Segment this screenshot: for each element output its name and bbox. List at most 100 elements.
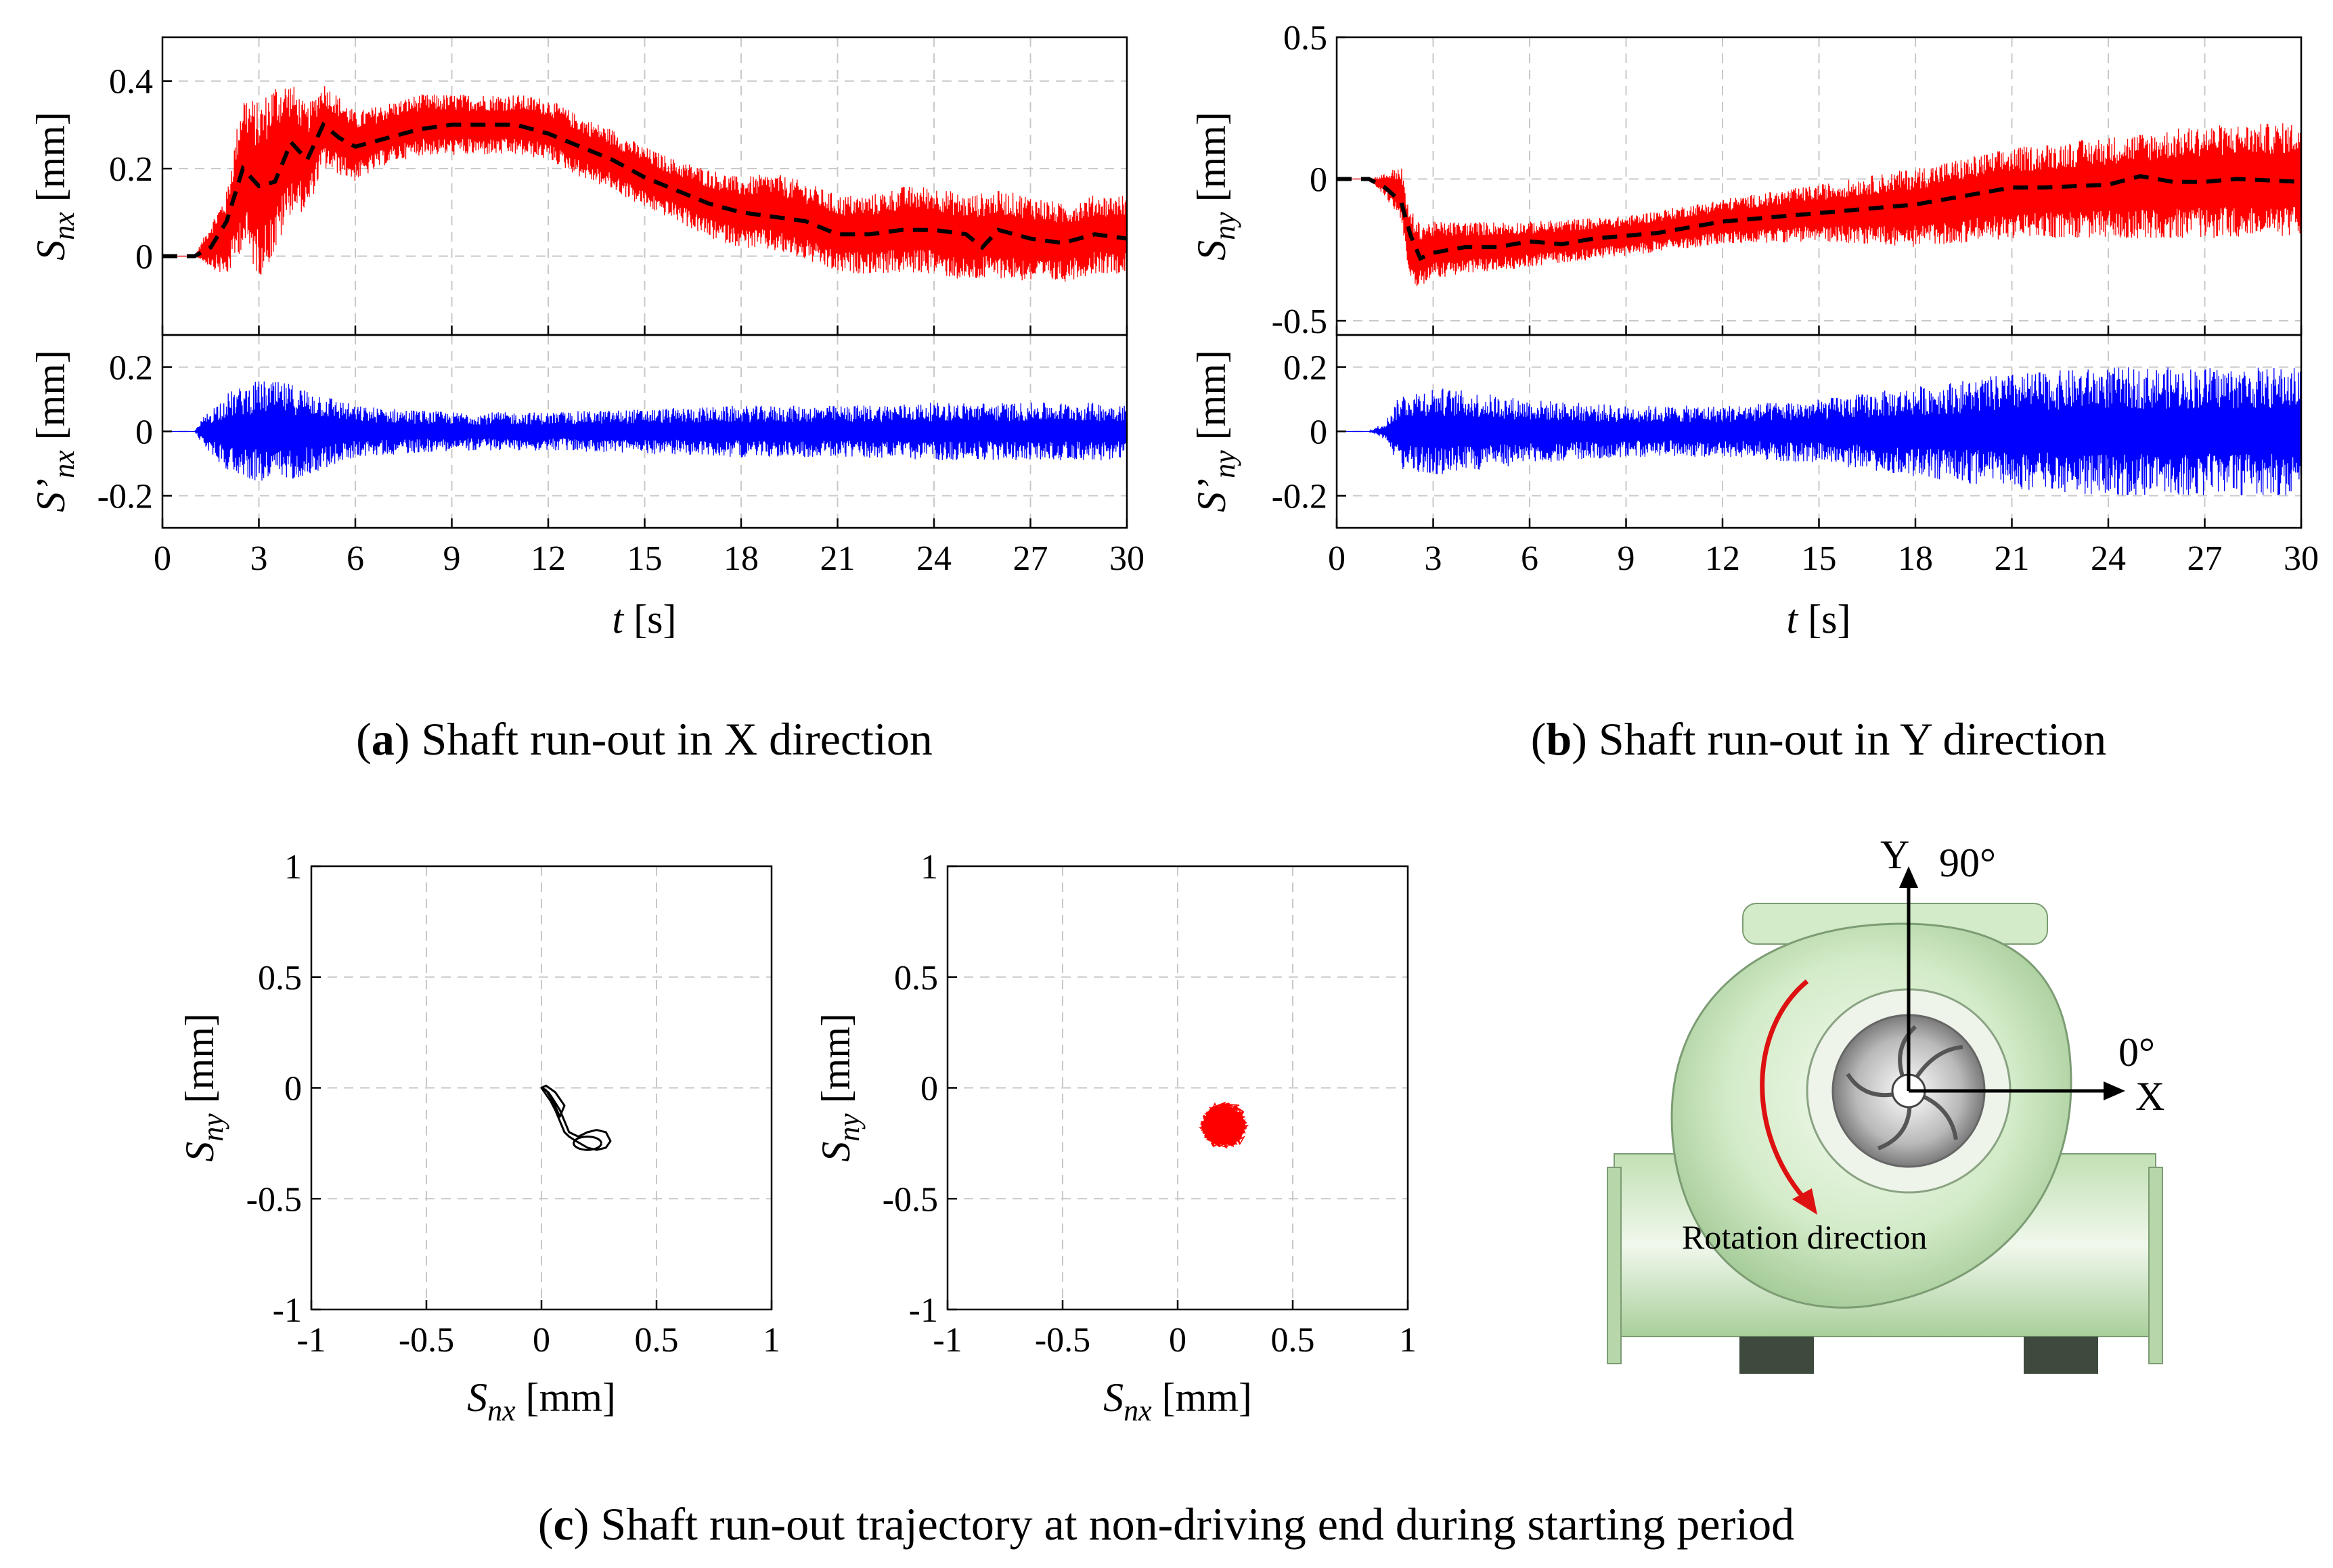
- orbit-trajectory-cloud: [1199, 1101, 1249, 1149]
- y-tick-label: 0.5: [1283, 19, 1327, 58]
- x-tick-label: 0.5: [1271, 1321, 1315, 1360]
- x-tick-label: 1: [763, 1321, 780, 1360]
- y-tick-label: 0.4: [109, 63, 153, 102]
- x-tick-label: 30: [1109, 539, 1145, 578]
- x-tick-label: 24: [2091, 539, 2126, 578]
- x-tick-label: 24: [916, 539, 952, 578]
- x-axis-label: t [s]: [1787, 597, 1851, 642]
- x-tick-label: 27: [1013, 539, 1048, 578]
- panel-a: 00.20.4 Snx [mm] -0.200.20 3 6 9 12 15 18 21 24 2…: [28, 36, 1145, 765]
- y-tick-label: 0.2: [109, 150, 153, 189]
- orbit-trajectory: [540, 1084, 612, 1151]
- pump-volute-icon: Y 90° 0° X Rotation direction: [1607, 832, 2164, 1374]
- chart-c-right-orbit: -1 -0.5 0 0.5 1 -1 -0.5 0 0.5 1 Sny [mm] Snx [mm]: [814, 848, 1417, 1427]
- y-tick-label: -0.5: [1272, 303, 1327, 341]
- x-tick-label: 30: [2284, 539, 2319, 578]
- x-tick-label: 0: [154, 539, 171, 578]
- y-tick-label: 0: [135, 413, 153, 452]
- raw-runout-series: [1337, 123, 2302, 286]
- x-axis-label: t [s]: [613, 597, 677, 642]
- y-axis-label: Sny [mm]: [177, 1013, 229, 1162]
- y-tick-label: -0.2: [97, 478, 153, 516]
- y-tick-label: 1: [284, 848, 302, 887]
- x-tick-label: 0: [533, 1321, 550, 1360]
- pump-foot-left: [1739, 1337, 1814, 1374]
- chart-c-left-orbit: -1 -0.5 0 0.5 1 -1 -0.5 0 0.5 1 Sny [mm] Snx [mm]: [177, 848, 780, 1427]
- x-tick-label: 21: [1995, 539, 2030, 578]
- x-tick-label: 9: [1618, 539, 1635, 578]
- x-tick-label: 0: [1328, 539, 1346, 578]
- y-tick-label: 0.2: [1283, 349, 1327, 388]
- panel-b: -0.500.5 Sny [mm] -0.200.20 3 6 9 12 15 18 21 24…: [1189, 19, 2319, 765]
- mean-runout-curve: [1337, 174, 2302, 261]
- x-tick-label: 3: [1425, 539, 1442, 578]
- x-axis-label: Snx [mm]: [1103, 1375, 1252, 1427]
- x-tick-label: 6: [347, 539, 364, 578]
- chart-a-bottom: -0.200.20 3 6 9 12 15 18 21 24 27 30 S’nx [mm] t […: [28, 334, 1145, 642]
- pump-flange-right: [2148, 1167, 2163, 1364]
- y-axis-label: Sny [mm]: [814, 1013, 866, 1162]
- x-tick-label: 12: [1705, 539, 1740, 578]
- y-tick-label: 0.2: [109, 349, 153, 388]
- x-tick-label: 12: [531, 539, 566, 578]
- chart-b-top: -0.5 0 0.5 Sny [mm]: [1189, 19, 2303, 341]
- caption-c: (c) Shaft run-out trajectory at non-driv…: [538, 1498, 1794, 1550]
- rotation-arrow: [1760, 979, 1809, 1200]
- x-tick-label: 18: [1898, 539, 1933, 578]
- x-tick-label: 3: [250, 539, 268, 578]
- y-tick-label: -1: [909, 1291, 938, 1330]
- chart-a-top: 0 0.2 0.4 Snx [mm]: [28, 36, 1128, 336]
- oscillation-series: [1337, 367, 2302, 496]
- y-tick-label: 0: [284, 1070, 302, 1108]
- x-tick-label: 21: [820, 539, 856, 578]
- y-tick-label: -0.2: [1272, 478, 1327, 516]
- y-tick-label: 0: [135, 238, 153, 277]
- x-tick-label: 0: [1169, 1321, 1186, 1360]
- y-tick-label: 0.5: [258, 959, 302, 998]
- pump-foot-right: [2024, 1337, 2098, 1374]
- x-tick-label: 1: [1399, 1321, 1417, 1360]
- x-tick-label: 27: [2187, 539, 2223, 578]
- x-tick-label: -0.5: [1035, 1321, 1090, 1360]
- pump-x-arrowhead: [2104, 1081, 2125, 1100]
- y-axis-label: S’ny [mm]: [1189, 350, 1241, 512]
- chart-b-bottom: -0.200.20 3 6 9 12 15 18 21 24 27 30 S’ny [mm] t […: [1189, 334, 2319, 642]
- x-tick-label: 9: [443, 539, 461, 578]
- y-axis-label: S’nx [mm]: [28, 350, 81, 512]
- pump-y-label: Y: [1880, 832, 1909, 877]
- y-tick-label: 0: [920, 1070, 938, 1108]
- y-tick-label: 1: [920, 848, 938, 887]
- x-tick-label: 15: [627, 539, 663, 578]
- rotation-arrowhead: [1792, 1188, 1817, 1215]
- y-axis-label: Sny [mm]: [1189, 112, 1241, 261]
- pump-y-arrowhead: [1899, 866, 1918, 888]
- x-axis-label: Snx [mm]: [467, 1375, 616, 1427]
- pump-x-label: X: [2135, 1074, 2164, 1119]
- x-tick-label: -0.5: [399, 1321, 454, 1360]
- y-tick-label: -0.5: [246, 1180, 302, 1219]
- x-tick-label: 18: [724, 539, 759, 578]
- panel-c: -1 -0.5 0 0.5 1 -1 -0.5 0 0.5 1 Sny [mm] Snx [mm]…: [177, 832, 2164, 1550]
- mean-runout-curve: [162, 121, 1128, 259]
- x-tick-label: 0.5: [635, 1321, 679, 1360]
- y-tick-label: 0: [1310, 161, 1327, 200]
- y-axis-label: Snx [mm]: [28, 112, 81, 261]
- rotation-label: Rotation direction: [1682, 1218, 1927, 1256]
- y-tick-label: -1: [273, 1291, 302, 1330]
- pump-y-angle: 90°: [1939, 841, 1996, 885]
- caption-b: (b) Shaft run-out in Y direction: [1531, 713, 2107, 765]
- x-tick-label: 15: [1802, 539, 1837, 578]
- y-tick-label: -0.5: [883, 1180, 938, 1219]
- x-tick-label: 6: [1521, 539, 1538, 578]
- orbit-inner-loop: [573, 1135, 602, 1151]
- x-tick-label: -1: [296, 1321, 326, 1360]
- pump-x-angle: 0°: [2118, 1030, 2155, 1075]
- x-tick-label: -1: [933, 1321, 962, 1360]
- pump-flange-left: [1607, 1167, 1622, 1364]
- y-tick-label: 0: [1310, 413, 1327, 452]
- raw-runout-series: [162, 86, 1128, 282]
- oscillation-series: [162, 381, 1128, 481]
- caption-a: (a) Shaft run-out in X direction: [356, 713, 933, 765]
- y-tick-label: 0.5: [894, 959, 938, 998]
